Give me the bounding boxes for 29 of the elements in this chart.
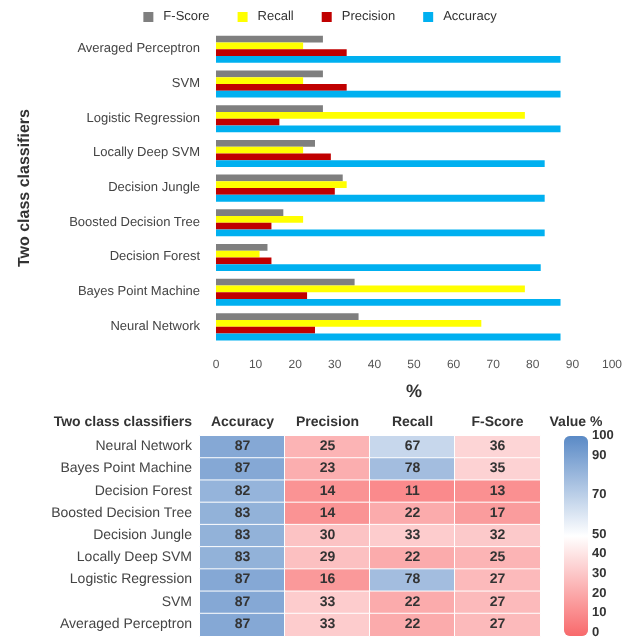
bar — [216, 188, 335, 195]
bar — [216, 105, 323, 112]
bar — [216, 320, 482, 327]
bar — [216, 125, 561, 133]
bar — [216, 298, 561, 306]
bar — [216, 49, 347, 57]
x-axis-title: % — [405, 381, 423, 401]
bar — [216, 153, 331, 161]
bar — [216, 216, 304, 223]
bar — [216, 292, 308, 299]
y-axis-title: Two class classifiers — [15, 108, 33, 268]
bar — [216, 313, 359, 321]
bar — [216, 160, 545, 167]
bar — [216, 56, 561, 63]
bar — [216, 285, 525, 293]
bar — [216, 35, 323, 43]
bar — [216, 181, 347, 189]
bar — [216, 264, 541, 272]
bar — [216, 84, 347, 91]
bar — [216, 77, 304, 85]
bar — [216, 111, 525, 119]
bar — [216, 257, 272, 265]
bar — [216, 139, 315, 147]
bar — [216, 194, 545, 202]
bar — [216, 90, 561, 98]
bar — [216, 243, 268, 251]
bar — [216, 222, 272, 230]
bar — [216, 209, 284, 217]
bar — [216, 326, 315, 334]
